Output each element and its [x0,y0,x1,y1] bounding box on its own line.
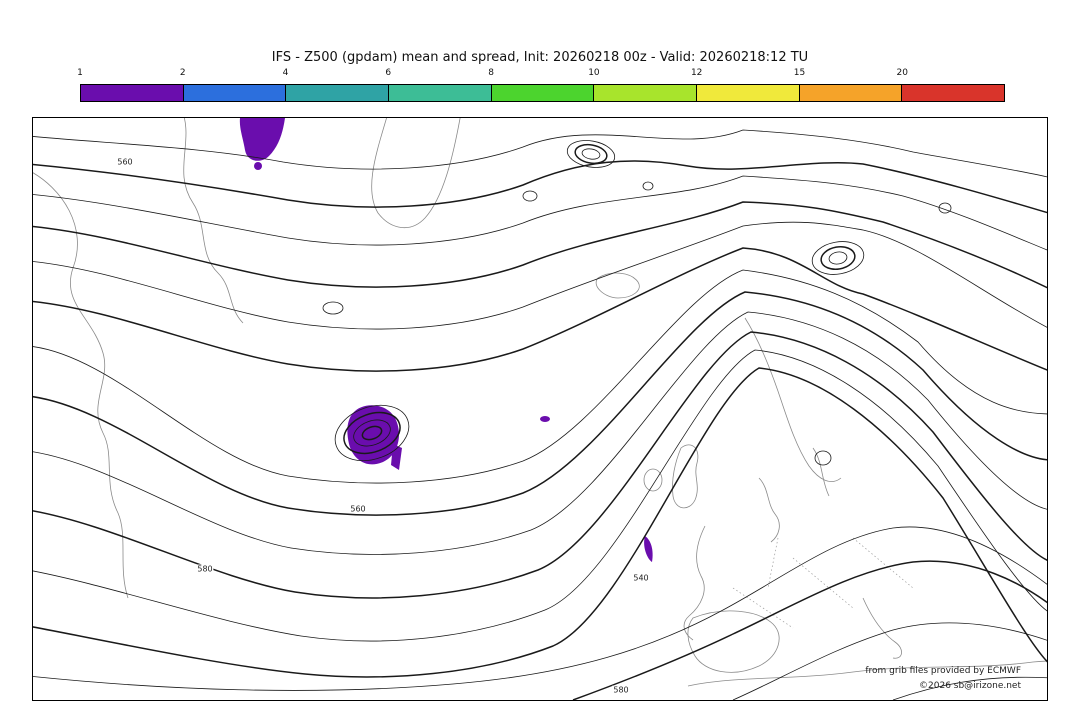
contour-line [33,247,1047,372]
contour-value-label: 580 [196,564,214,574]
attribution-copyright: ©2026 sb@irizone.net [919,681,1021,691]
country-border-3 [852,537,914,589]
contour-line [33,221,1047,330]
contour-ring [522,190,538,202]
spread-patch-labrador [239,118,285,161]
colorbar-segment-12-15 [696,85,799,101]
contour-ring [820,246,856,270]
colorbar-tick-15: 15 [793,68,806,78]
contour-ring [938,202,952,214]
contour-ring [334,404,410,462]
contour-ring [811,241,865,275]
contour-value-label: 560 [116,157,134,167]
contour-line [33,175,1047,251]
colorbar-bar [80,84,1005,102]
colorbar-tick-10: 10 [588,68,600,78]
spread-patch-small-2 [540,416,550,422]
contour-line [33,291,1047,516]
spread-patch-biscay [644,536,653,562]
country-border-2 [792,557,854,609]
upper-right-low-rings [811,241,865,275]
contour-line [33,331,1047,599]
attribution-ecmwf: from grib files provided by ECMWF [865,666,1021,676]
coastline-baltic [812,447,830,497]
contour-ring [581,148,601,160]
colorbar-segment-2-4 [182,85,286,101]
contour-line [33,367,1047,678]
contour-map-svg [33,118,1047,700]
coastline-italy [862,597,902,659]
contour-ring [361,425,383,441]
country-border-4 [767,537,779,589]
coastline-great-britain [672,444,699,509]
colorbar-tick-8: 8 [488,68,494,78]
colorbar-segment-15-20 [798,85,902,101]
contour-line [33,129,1047,178]
colorbar-tick-12: 12 [690,68,703,78]
spread-patch-small-1 [254,162,262,170]
coastline-greenland [371,118,461,228]
contour-value-label: 560 [349,504,367,514]
map-area: 560 580 560 540 580 from grib files provided… [32,117,1048,701]
colorbar-tick-2: 2 [179,68,186,78]
colorbar-segment-8-10 [490,85,594,101]
coastline-iberia [687,610,780,673]
contour-line [892,676,1047,700]
contour-ring [642,181,654,191]
coastline-norway [744,317,842,482]
spread-shading [239,118,653,562]
contour-ring [343,411,401,455]
contour-line [33,269,1047,484]
colorbar-tick-row: 1 2 4 6 8 10 12 15 20 [77,68,1005,80]
colorbar-segment-10-12 [593,85,697,101]
spread-patch-low-center [347,405,399,465]
polar-low-rings [566,140,616,168]
colorbar-tick-4: 4 [282,68,289,78]
coastline-north-america [33,172,129,599]
coastline-france [683,525,706,641]
contour-ring [574,143,608,165]
colorbar-segment-6-8 [388,85,491,101]
contour-ring [566,140,616,168]
contour-value-label: 540 [632,573,650,583]
contour-line [33,349,1047,642]
colorbar-tick-6: 6 [385,68,392,78]
chart-title: IFS - Z500 (gpdam) mean and spread, Init… [271,50,809,65]
contour-line [33,311,1047,555]
coastline-ireland [643,468,663,492]
colorbar-segment-4-6 [285,85,389,101]
colorbar-segment->20 [901,85,1005,101]
colorbar-tick-20: 20 [896,68,908,78]
low-center-rings [334,404,410,462]
coastlines [33,118,1047,687]
coastline-denmark [758,477,780,543]
contour-line [572,560,1047,700]
contour-ring [814,450,832,466]
country-border-1 [732,587,794,629]
colorbar: 1 2 4 6 8 10 12 15 20 [77,68,1005,104]
colorbar-segment-1-2 [81,85,183,101]
coastline-north-africa [687,660,1047,687]
coastline-labrador [183,118,244,324]
contour-value-label: 580 [612,685,630,695]
contour-ring [828,251,848,265]
contour-line [732,622,1047,700]
contour-ring [353,419,391,447]
coastline-iceland [595,272,640,299]
height-contours [33,129,1047,700]
colorbar-tick-1: 1 [77,68,83,78]
spread-patch-low-sliver [391,444,402,470]
map-attribution: from grib files provided by ECMWF ©2026 … [865,664,1021,694]
contour-line [33,160,1047,214]
contour-line [33,201,1047,289]
contour-line [33,526,1047,691]
contour-ring [322,301,344,315]
